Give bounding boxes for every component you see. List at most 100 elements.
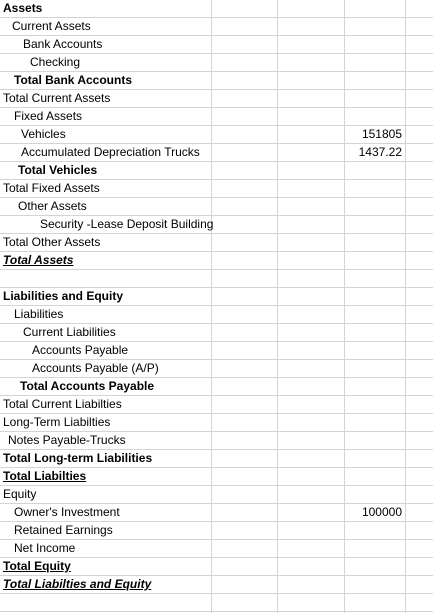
cell-amount[interactable]: [344, 252, 404, 269]
cell-label[interactable]: Notes Payable-Trucks: [8, 433, 126, 447]
sheet-row: Current Liabilities: [0, 324, 433, 342]
cell-amount[interactable]: [344, 324, 404, 341]
cell-label[interactable]: Security -Lease Deposit Building: [40, 217, 214, 231]
cell-amount[interactable]: [344, 288, 404, 305]
cell-amount[interactable]: [344, 450, 404, 467]
cell-label[interactable]: Equity: [3, 487, 37, 501]
cell-amount[interactable]: [344, 234, 404, 251]
sheet-row: Current Assets: [0, 18, 433, 36]
column-divider: [277, 0, 278, 613]
cell-label[interactable]: Liabilities and Equity: [3, 289, 124, 303]
cell-amount[interactable]: [344, 54, 404, 71]
cell-amount[interactable]: 1437.22: [358, 145, 402, 159]
cell-amount[interactable]: [344, 360, 404, 377]
cell-amount[interactable]: [344, 540, 404, 557]
sheet-row: Total Equity: [0, 558, 433, 576]
cell-label[interactable]: Accumulated Depreciation Trucks: [21, 145, 200, 159]
cell-label[interactable]: Total Liabilties and Equity: [3, 577, 152, 591]
cell-label[interactable]: Accounts Payable: [32, 343, 129, 357]
column-divider: [405, 0, 406, 613]
cell-amount[interactable]: [344, 558, 404, 575]
cell-amount[interactable]: [344, 18, 404, 35]
cell-amount[interactable]: [344, 468, 404, 485]
sheet-row: Other Assets: [0, 198, 433, 216]
cell-label[interactable]: Other Assets: [18, 199, 87, 213]
cell-amount[interactable]: [344, 270, 404, 287]
sheet-row: Retained Earnings: [0, 522, 433, 540]
sheet-row: Checking: [0, 54, 433, 72]
cell-label[interactable]: Retained Earnings: [14, 523, 113, 537]
sheet-row: Bank Accounts: [0, 36, 433, 54]
cell-label[interactable]: Assets: [3, 1, 43, 15]
cell-label[interactable]: Checking: [30, 55, 81, 69]
cell-label[interactable]: [0, 270, 214, 287]
sheet-row: Accounts Payable (A/P): [0, 360, 433, 378]
cell-amount[interactable]: [344, 72, 404, 89]
cell-amount[interactable]: [344, 396, 404, 413]
sheet-row: Total Long-term Liabilities: [0, 450, 433, 468]
cell-label[interactable]: Total Current Assets: [3, 91, 111, 105]
cell-label[interactable]: Total Bank Accounts: [14, 73, 133, 87]
sheet-row: Total Liabilties and Equity: [0, 576, 433, 594]
cell-amount[interactable]: 100000: [361, 505, 402, 519]
cell-label[interactable]: Net Income: [14, 541, 76, 555]
cell-label[interactable]: Total Fixed Assets: [3, 181, 100, 195]
cell-label[interactable]: Long-Term Liabilties: [3, 415, 111, 429]
cell-amount[interactable]: [344, 432, 404, 449]
sheet-row: Long-Term Liabilties: [0, 414, 433, 432]
cell-amount[interactable]: [344, 576, 404, 593]
sheet-row: Total Current Liabilties: [0, 396, 433, 414]
sheet-row: Owner's Investment 100000: [0, 504, 433, 522]
sheet-row: Liabilities and Equity: [0, 288, 433, 306]
cell-label[interactable]: Total Long-term Liabilities: [3, 451, 153, 465]
sheet-row: Total Vehicles: [0, 162, 433, 180]
cell-label[interactable]: Total Other Assets: [3, 235, 101, 249]
cell-label[interactable]: Total Vehicles: [18, 163, 98, 177]
cell-label[interactable]: Total Accounts Payable: [20, 379, 155, 393]
cell-amount[interactable]: [344, 180, 404, 197]
sheet-row: Security -Lease Deposit Building: [0, 216, 433, 234]
cell-amount[interactable]: [344, 594, 404, 611]
cell-label[interactable]: Total Liabilties: [3, 469, 87, 483]
cell-amount[interactable]: [344, 90, 404, 107]
column-divider: [211, 0, 212, 613]
cell-label[interactable]: Liabilities: [14, 307, 64, 321]
sheet-row: Vehicles 151805: [0, 126, 433, 144]
cell-label[interactable]: Fixed Assets: [14, 109, 83, 123]
cell-label[interactable]: Vehicles: [21, 127, 66, 141]
cell-amount[interactable]: [344, 216, 404, 233]
cell-label[interactable]: Bank Accounts: [23, 37, 103, 51]
sheet-row: Equity: [0, 486, 433, 504]
cell-amount[interactable]: [344, 36, 404, 53]
cell-amount[interactable]: [344, 522, 404, 539]
cell-label[interactable]: Total Equity: [3, 559, 71, 573]
sheet-row: [0, 594, 433, 612]
cell-label[interactable]: Total Current Liabilties: [3, 397, 122, 411]
sheet-row: Accumulated Depreciation Trucks 1437.22: [0, 144, 433, 162]
cell-amount[interactable]: [344, 0, 404, 17]
cell-label[interactable]: Owner's Investment: [14, 505, 120, 519]
sheet-row: Total Bank Accounts: [0, 72, 433, 90]
sheet-row: Total Assets: [0, 252, 433, 270]
sheet-row: Accounts Payable: [0, 342, 433, 360]
cell-label[interactable]: Accounts Payable (A/P): [32, 361, 159, 375]
cell-amount[interactable]: [344, 378, 404, 395]
cell-label[interactable]: Current Liabilities: [23, 325, 116, 339]
cell-label[interactable]: [0, 594, 214, 611]
cell-label[interactable]: Current Assets: [12, 19, 91, 33]
cell-amount[interactable]: 151805: [361, 127, 402, 141]
cell-label[interactable]: Total Assets: [3, 253, 74, 267]
sheet-row: Total Other Assets: [0, 234, 433, 252]
cell-amount[interactable]: [344, 198, 404, 215]
cell-amount[interactable]: [344, 486, 404, 503]
cell-amount[interactable]: [344, 414, 404, 431]
sheet-row: Notes Payable-Trucks: [0, 432, 433, 450]
sheet-row: Liabilities: [0, 306, 433, 324]
cell-amount[interactable]: [344, 342, 404, 359]
cell-amount[interactable]: [344, 108, 404, 125]
column-divider: [344, 0, 345, 613]
cell-amount[interactable]: [344, 162, 404, 179]
sheet-row: Assets: [0, 0, 433, 18]
cell-amount[interactable]: [344, 306, 404, 323]
sheet-row: Total Liabilties: [0, 468, 433, 486]
